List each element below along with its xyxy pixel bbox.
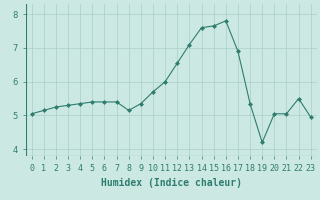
- X-axis label: Humidex (Indice chaleur): Humidex (Indice chaleur): [101, 178, 242, 188]
